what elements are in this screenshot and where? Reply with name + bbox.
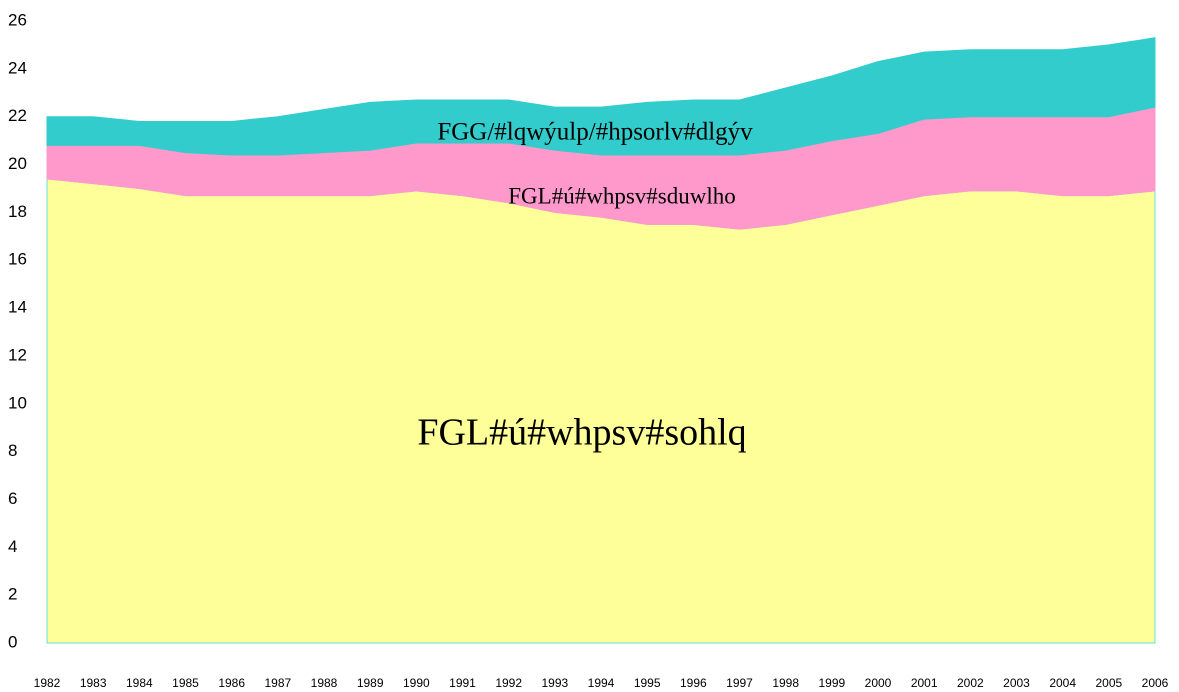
y-tick-label: 16 <box>8 250 27 269</box>
x-tick-label: 1995 <box>634 676 661 690</box>
x-tick-label: 2004 <box>1049 676 1076 690</box>
x-tick-label: 2003 <box>1003 676 1030 690</box>
y-tick-label: 18 <box>8 202 27 221</box>
x-tick-label: 1984 <box>126 676 153 690</box>
x-tick-label: 2002 <box>957 676 984 690</box>
area-label: FGL#ú#whpsv#sohlq <box>417 412 746 454</box>
area-label: FGG/#lqwýulp/#hpsorlv#dlgýv <box>437 119 753 146</box>
y-tick-label: 2 <box>8 585 17 604</box>
x-tick-label: 1994 <box>588 676 615 690</box>
x-tick-label: 1998 <box>772 676 799 690</box>
x-tick-label: 1990 <box>403 676 430 690</box>
x-tick-label: 1982 <box>34 676 61 690</box>
x-tick-label: 1992 <box>495 676 522 690</box>
y-tick-label: 26 <box>8 10 27 29</box>
x-tick-label: 1985 <box>172 676 199 690</box>
y-tick-label: 12 <box>8 345 27 364</box>
x-tick-label: 1999 <box>818 676 845 690</box>
x-tick-label: 1983 <box>80 676 107 690</box>
x-tick-label: 1993 <box>541 676 568 690</box>
x-tick-label: 2001 <box>911 676 938 690</box>
x-tick-label: 1997 <box>726 676 753 690</box>
y-tick-label: 20 <box>8 154 27 173</box>
x-tick-label: 1988 <box>311 676 338 690</box>
x-tick-label: 1987 <box>264 676 291 690</box>
x-tick-label: 2000 <box>865 676 892 690</box>
x-tick-label: 1996 <box>680 676 707 690</box>
x-tick-label: 1986 <box>218 676 245 690</box>
y-tick-label: 6 <box>8 489 17 508</box>
y-tick-label: 4 <box>8 537 17 556</box>
y-tick-label: 24 <box>8 58 27 77</box>
area <box>46 37 1156 156</box>
y-tick-label: 14 <box>8 298 27 317</box>
x-tick-label: 2005 <box>1095 676 1122 690</box>
x-tick-label: 1989 <box>357 676 384 690</box>
y-tick-label: 22 <box>8 106 27 125</box>
y-tick-label: 8 <box>8 441 17 460</box>
x-tick-label: 2006 <box>1142 676 1169 690</box>
area-label: FGL#ú#whpsv#sduwlho <box>508 183 735 208</box>
x-tick-label: 1991 <box>449 676 476 690</box>
y-tick-label: 0 <box>8 632 17 651</box>
y-tick-label: 10 <box>8 393 27 412</box>
